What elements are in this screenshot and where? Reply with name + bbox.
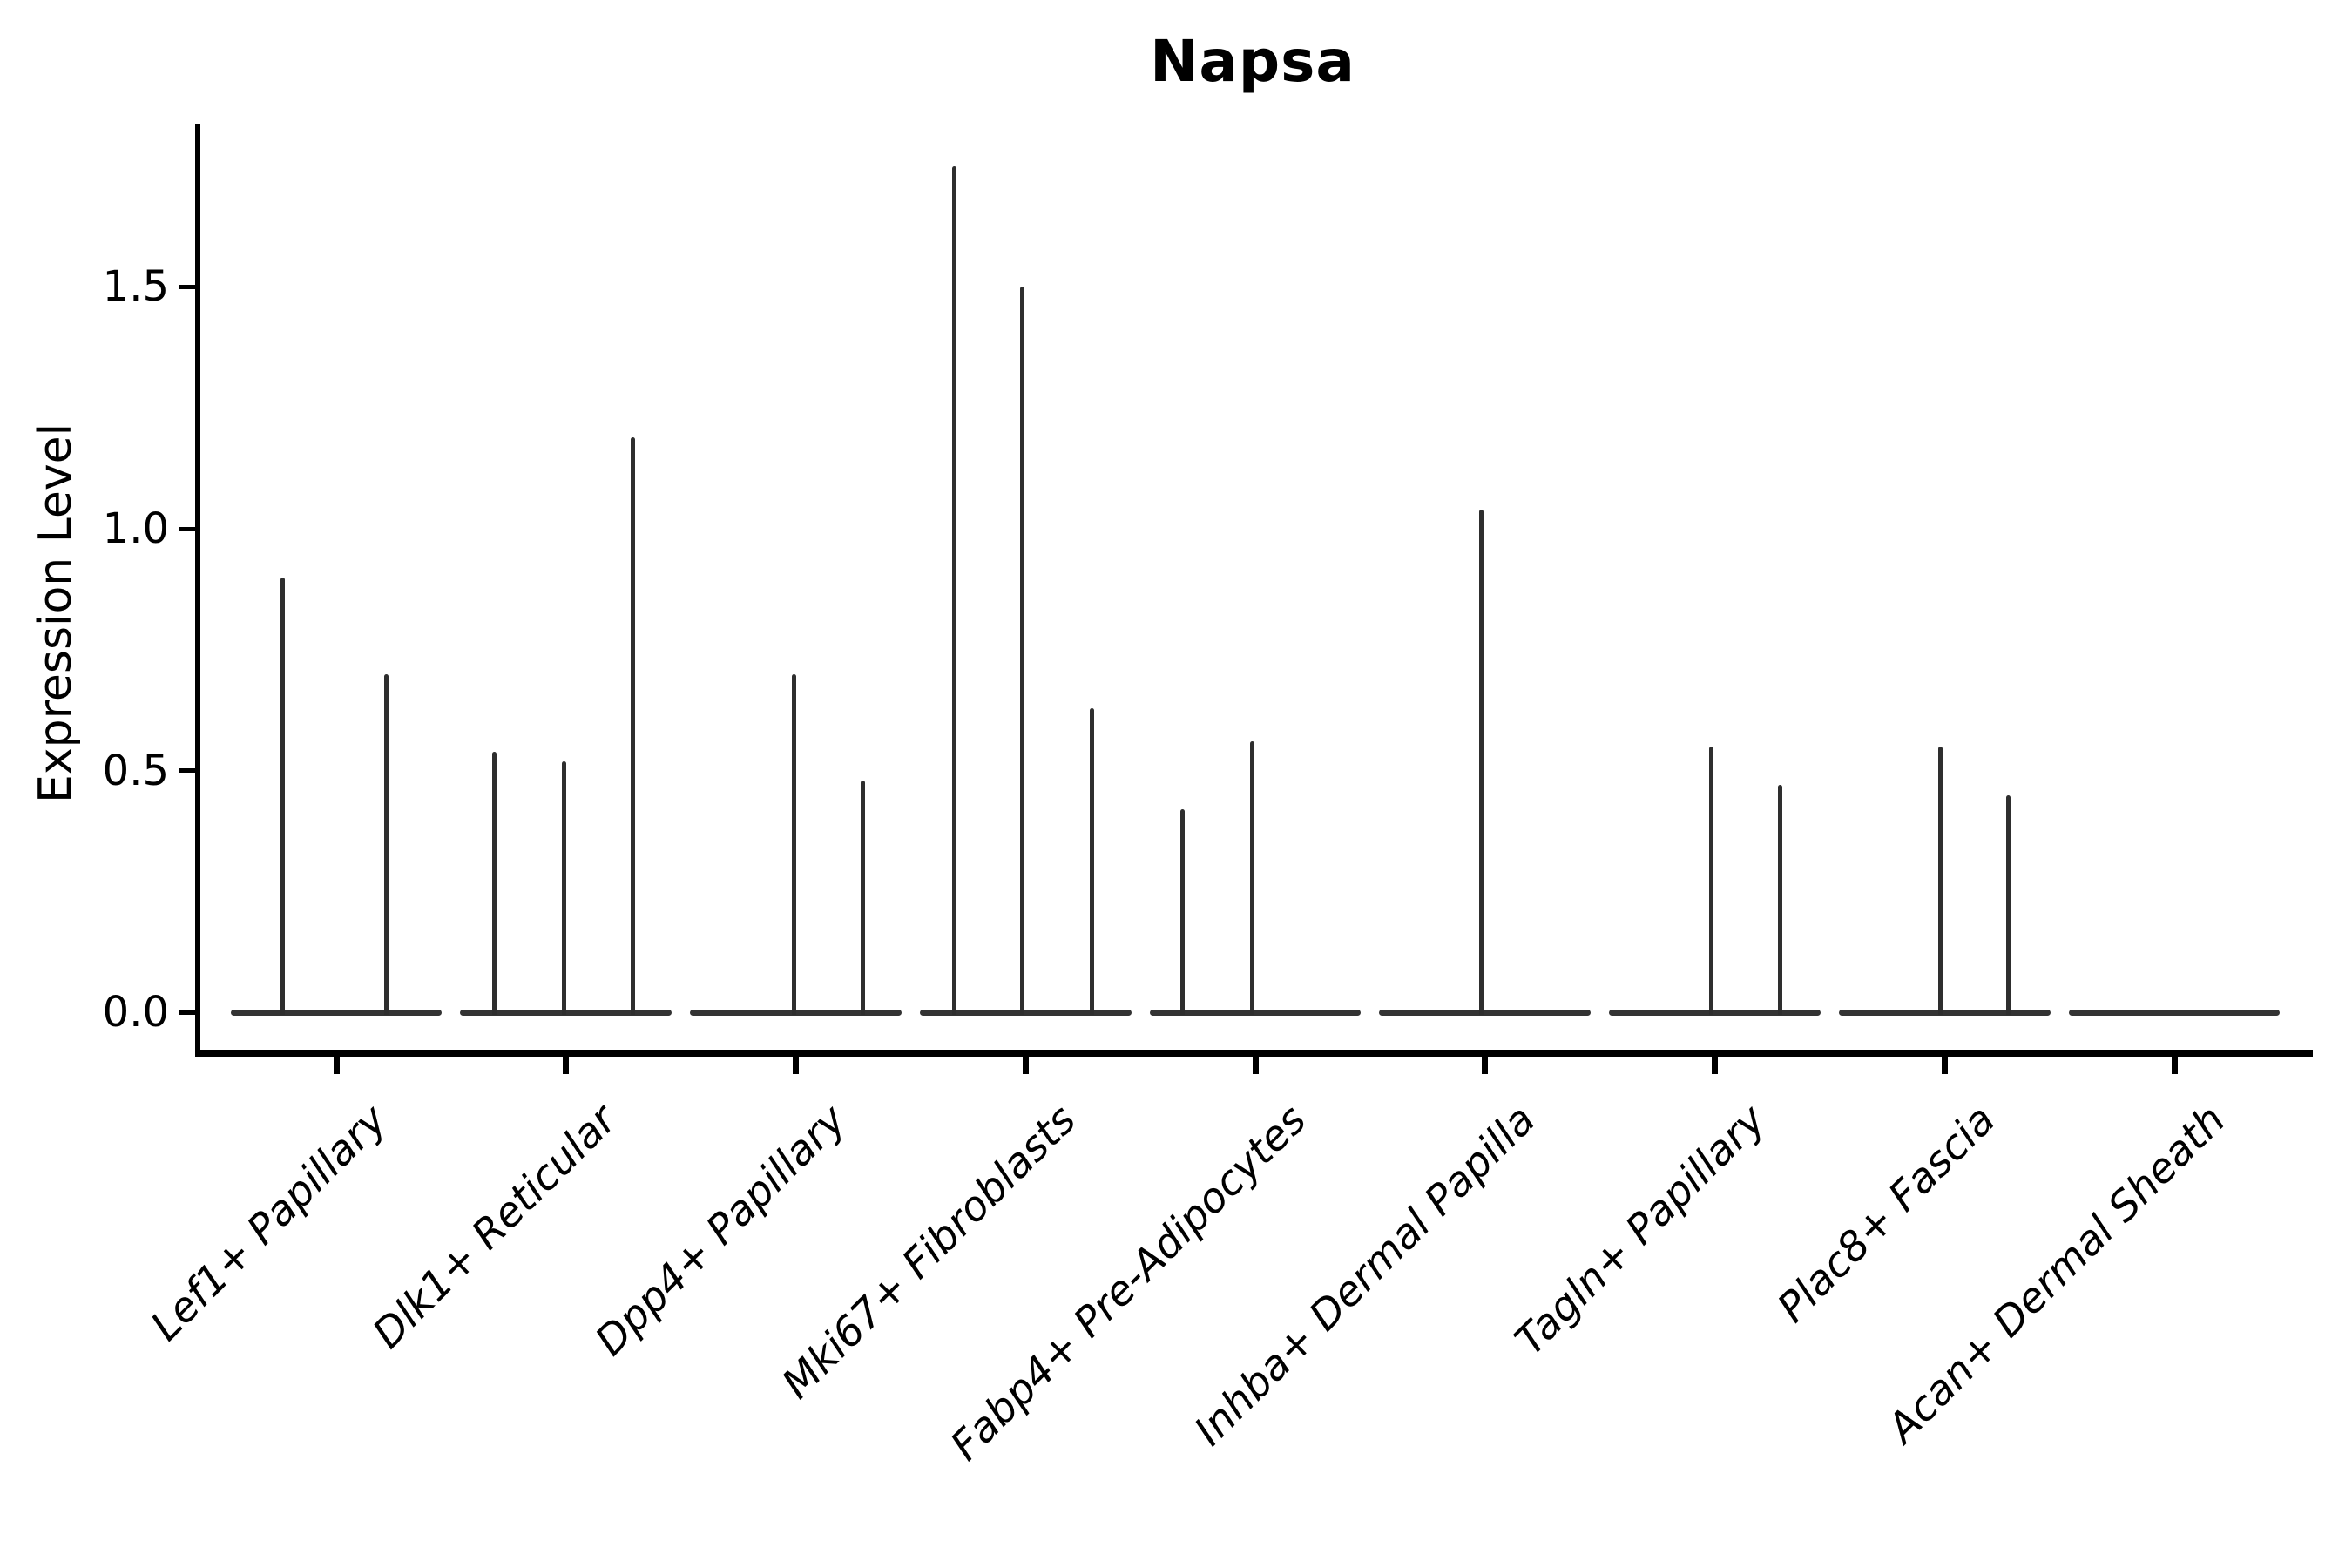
y-axis-tick: [179, 526, 196, 531]
violin-spike: [2005, 794, 2011, 1016]
violin-spike: [1937, 746, 1943, 1016]
violin-base-bar: [1379, 1009, 1592, 1016]
x-axis-tick: [793, 1057, 799, 1074]
violin-base-bar: [1838, 1009, 2051, 1016]
plot-area: [195, 124, 2313, 1057]
violin-spike: [1709, 746, 1714, 1016]
violin-spike: [1089, 707, 1094, 1016]
violin-spike: [562, 760, 567, 1016]
violin-base-bar: [919, 1009, 1132, 1016]
chart-title: Napsa: [1150, 28, 1355, 95]
x-axis-tick: [1022, 1057, 1029, 1074]
x-axis-tick-label: Lef1+ Papillary: [141, 1096, 396, 1351]
violin-base-bar: [1609, 1009, 1821, 1016]
x-axis-tick-label: Tagln+ Papillary: [1505, 1096, 1775, 1365]
violin-spike: [1019, 287, 1024, 1016]
y-axis-tick: [179, 284, 196, 289]
x-axis-tick-label: Plac8+ Fascia: [1768, 1096, 2005, 1333]
x-axis-tick: [1712, 1057, 1718, 1074]
x-axis-tick: [1482, 1057, 1489, 1074]
violin-spike: [1479, 509, 1484, 1016]
violin-base-bar: [2068, 1009, 2281, 1016]
y-axis-tick-label: 1.0: [102, 504, 169, 554]
violin-spike: [384, 673, 389, 1016]
violin-spike: [492, 751, 497, 1016]
x-axis-tick: [563, 1057, 570, 1074]
violin-spike: [861, 780, 865, 1016]
x-axis-tick-label: Dpp4+ Papillary: [586, 1096, 856, 1366]
y-axis-tick: [179, 768, 196, 774]
y-axis-tick-label: 1.5: [102, 262, 169, 312]
x-axis-tick: [333, 1057, 340, 1074]
violin-spike: [791, 673, 796, 1016]
x-axis-tick-label: Dlk1+ Reticular: [363, 1096, 626, 1358]
y-axis-tick-label: 0.5: [102, 746, 169, 795]
violin-spike: [1777, 785, 1782, 1016]
x-axis-tick: [2171, 1057, 2178, 1074]
violin-spike: [1249, 741, 1254, 1016]
y-axis-tick: [179, 1010, 196, 1015]
violin-spike: [631, 436, 636, 1016]
y-axis-tick-label: 0.0: [102, 988, 169, 1037]
violin-spike: [280, 577, 286, 1016]
x-axis-tick: [1252, 1057, 1259, 1074]
x-axis-tick: [1941, 1057, 1948, 1074]
violin-spike: [951, 166, 956, 1016]
violin-base-bar: [1149, 1009, 1362, 1016]
violin-spike: [1180, 809, 1186, 1016]
violin-base-bar: [230, 1009, 443, 1016]
